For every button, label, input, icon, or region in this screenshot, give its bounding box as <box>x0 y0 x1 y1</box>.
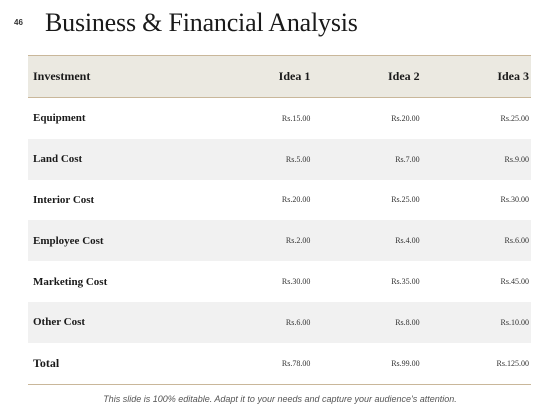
cell-idea-2: Rs.25.00 <box>391 195 420 205</box>
header-idea-1: Idea 1 <box>278 69 311 83</box>
cell-idea-2: Rs.7.00 <box>395 154 420 164</box>
row-label: Total <box>33 355 60 370</box>
cell-idea-1: Rs.30.00 <box>281 277 311 287</box>
slide-number: 46 <box>14 18 23 27</box>
header-idea-2: Idea 2 <box>387 69 420 83</box>
cell-idea-2: Rs.99.00 <box>391 358 420 368</box>
cell-idea-3: Rs.125.00 <box>496 358 529 368</box>
cell-idea-1: Rs.20.00 <box>281 195 311 205</box>
cell-idea-2: Rs.8.00 <box>395 317 420 327</box>
row-label: Employee Cost <box>33 234 104 247</box>
row-label: Other Cost <box>33 316 86 329</box>
cell-idea-2: Rs.4.00 <box>395 236 420 246</box>
table-row-employee-cost: Employee Cost Rs.2.00 Rs.4.00 Rs.6.00 <box>28 220 531 262</box>
row-label: Marketing Cost <box>33 275 108 288</box>
header-idea-3: Idea 3 <box>497 69 529 83</box>
page-title: Business & Financial Analysis <box>45 8 358 37</box>
cell-idea-1: Rs.2.00 <box>285 236 311 246</box>
cell-idea-1: Rs.5.00 <box>285 154 311 164</box>
investment-table: Investment Idea 1 Idea 2 Idea 3 Equipmen… <box>28 55 531 385</box>
footer-note: This slide is 100% editable. Adapt it to… <box>103 394 457 404</box>
table-row-other-cost: Other Cost Rs.6.00 Rs.8.00 Rs.10.00 <box>28 301 531 343</box>
table-row-total: Total Rs.78.00 Rs.99.00 Rs.125.00 <box>28 343 531 384</box>
header-investment: Investment <box>33 69 91 83</box>
table-row-land-cost: Land Cost Rs.5.00 Rs.7.00 Rs.9.00 <box>28 138 531 180</box>
cell-idea-3: Rs.25.00 <box>500 113 529 123</box>
cell-idea-3: Rs.45.00 <box>500 277 529 287</box>
cell-idea-1: Rs.6.00 <box>285 317 311 327</box>
row-label: Equipment <box>33 112 86 125</box>
cell-idea-2: Rs.20.00 <box>391 113 420 123</box>
row-label: Land Cost <box>33 153 83 166</box>
table-row-equipment: Equipment Rs.15.00 Rs.20.00 Rs.25.00 <box>28 98 531 139</box>
table-bottom-rule <box>28 383 531 385</box>
row-label: Interior Cost <box>33 193 95 206</box>
cell-idea-3: Rs.9.00 <box>504 154 529 164</box>
cell-idea-1: Rs.78.00 <box>281 358 311 368</box>
header-bottom-rule <box>28 97 531 98</box>
cell-idea-1: Rs.15.00 <box>281 113 311 123</box>
table-header-row: Investment Idea 1 Idea 2 Idea 3 <box>28 56 531 97</box>
table-top-rule <box>28 55 531 56</box>
cell-idea-3: Rs.30.00 <box>500 195 529 205</box>
cell-idea-3: Rs.6.00 <box>504 236 529 246</box>
cell-idea-2: Rs.35.00 <box>391 277 420 287</box>
table-row-interior-cost: Interior Cost Rs.20.00 Rs.25.00 Rs.30.00 <box>28 180 531 221</box>
cell-idea-3: Rs.10.00 <box>500 317 529 327</box>
table-row-marketing-cost: Marketing Cost Rs.30.00 Rs.35.00 Rs.45.0… <box>28 261 531 302</box>
